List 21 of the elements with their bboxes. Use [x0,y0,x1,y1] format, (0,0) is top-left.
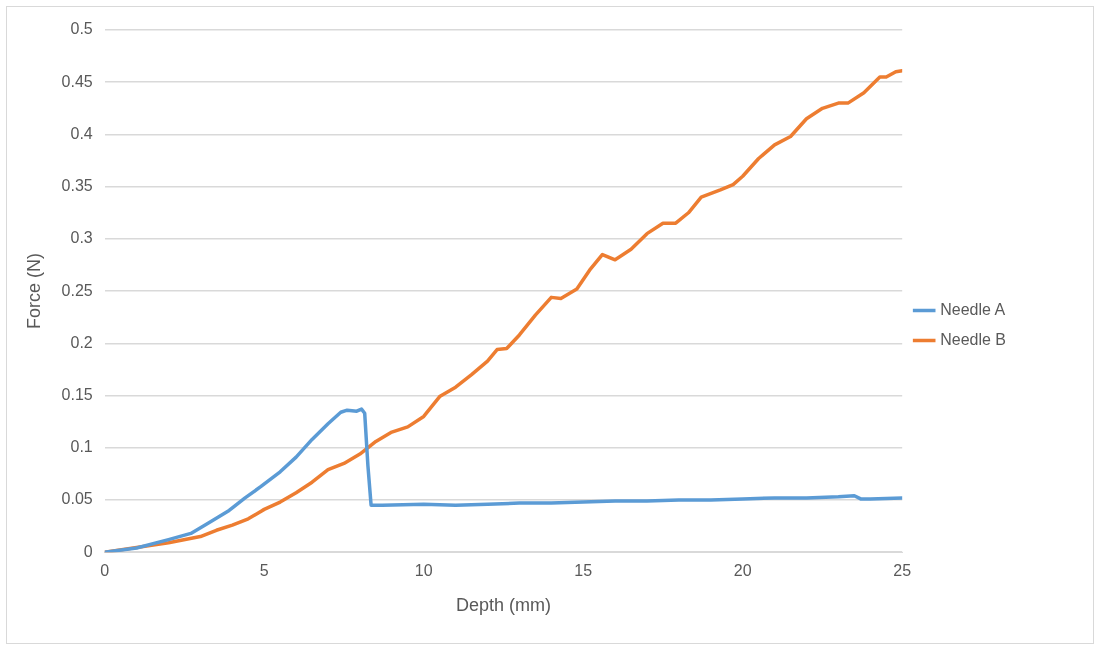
y-tick-label: 0.2 [70,333,93,351]
legend-label: Needle B [940,330,1007,348]
x-tick-label: 10 [414,562,433,580]
y-tick-label: 0.05 [61,490,93,508]
x-tick-label: 0 [100,562,110,580]
x-axis-title: Depth (mm) [455,595,551,616]
y-tick-label: 0 [83,542,93,560]
y-tick-label: 0.1 [70,438,93,456]
legend-label: Needle A [940,300,1006,318]
y-tick-label: 0.45 [61,72,93,90]
y-axis-title: Force (N) [23,253,44,330]
x-tick-label: 5 [259,562,269,580]
y-tick-label: 0.25 [61,281,93,299]
y-tick-label: 0.15 [61,385,93,403]
x-tick-label: 15 [574,562,593,580]
y-tick-label: 0.5 [70,20,93,38]
y-tick-label: 0.4 [70,124,93,142]
y-tick-label: 0.35 [61,177,93,195]
y-tick-label: 0.3 [70,229,93,247]
x-tick-label: 20 [733,562,752,580]
x-tick-label: 25 [893,562,912,580]
